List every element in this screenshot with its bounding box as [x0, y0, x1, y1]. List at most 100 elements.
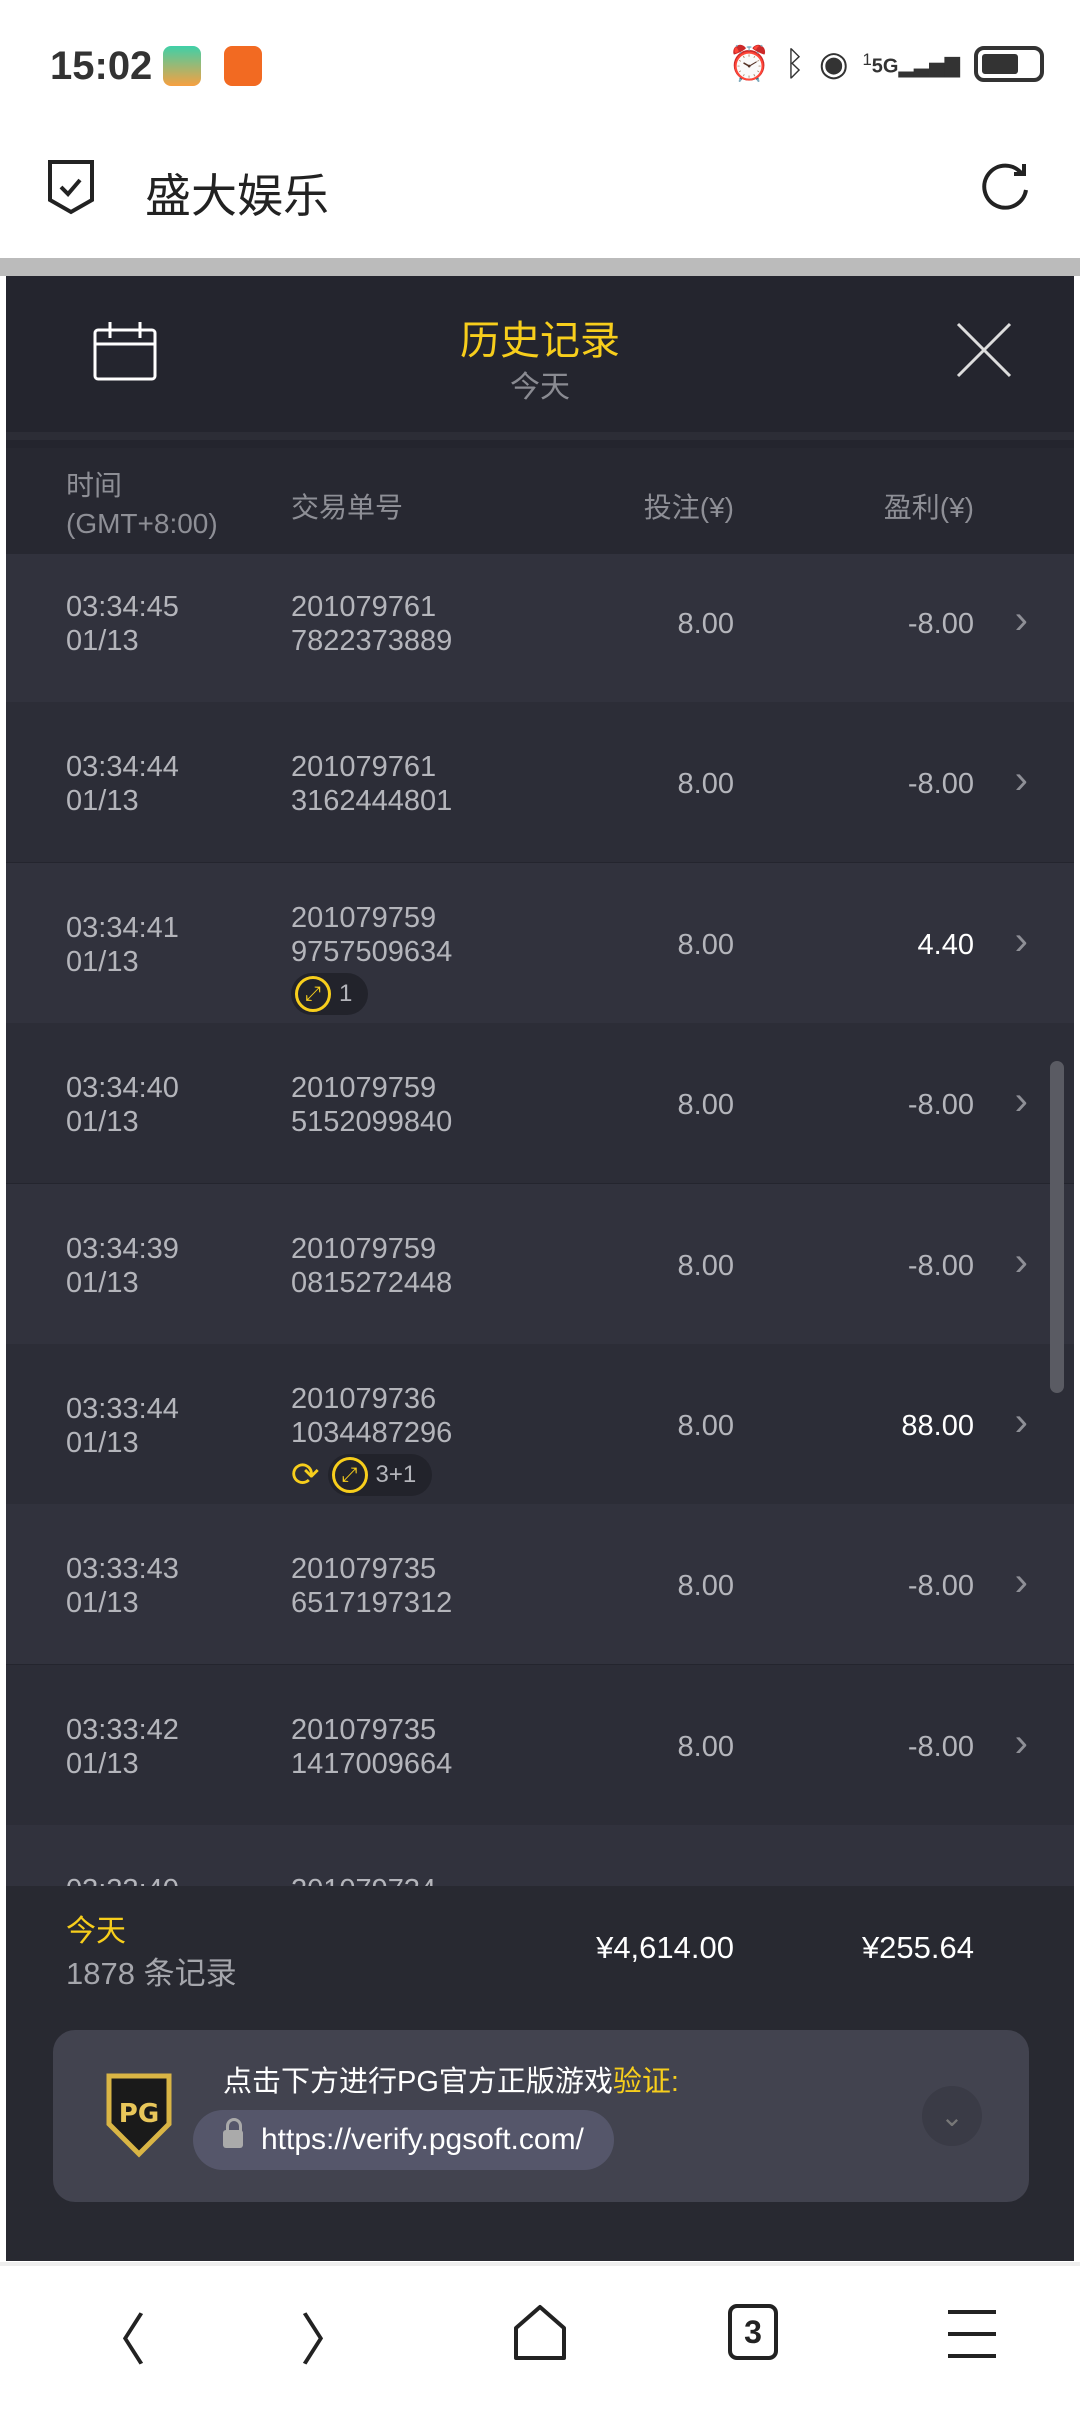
col-profit: 盈利(¥) — [883, 492, 974, 523]
total-bet: ¥4,614.00 — [596, 1930, 734, 1965]
red-envelope-app-icon — [224, 46, 262, 86]
feature-badge: ⤢ 1 — [291, 972, 369, 1015]
row-date: 01/13 — [66, 625, 139, 657]
row-time: 03:34:45 — [66, 591, 179, 623]
status-bar: 15:02 ⏰ ᛒ ◉ 15G▂▃▅▇ — [0, 0, 1080, 130]
chevron-right-icon[interactable]: › — [1014, 1720, 1028, 1765]
row-profit: 88.00 — [901, 1410, 974, 1442]
bluetooth-icon: ᛒ — [784, 44, 805, 83]
feature-badge: ⤢ 3+1 — [327, 1454, 433, 1496]
modal-title: 历史记录 — [460, 319, 620, 363]
row-id-part1: 201079759 — [291, 901, 437, 934]
chevron-right-icon[interactable]: › — [1014, 918, 1028, 963]
row-time: 03:33:44 — [66, 1393, 179, 1425]
table-row[interactable]: 03:34:40 01/13 201079759 5152099840 8.00 -8.0… — [6, 1023, 1074, 1184]
coin-icon: ⤢ — [331, 1457, 368, 1493]
row-profit: -8.00 — [907, 1730, 974, 1763]
row-time: 03:34:44 — [66, 751, 179, 784]
table-row[interactable]: 03:34:44 01/13 201079761 3162444801 8.00 -8.0… — [6, 702, 1074, 863]
divider — [0, 258, 1080, 276]
refresh-icon[interactable] — [978, 160, 1032, 214]
shield-check-icon[interactable] — [46, 158, 96, 216]
menu-icon[interactable] — [946, 2308, 998, 2360]
row-profit: -8.00 — [907, 1089, 974, 1122]
date-filter-label[interactable]: 今天 — [510, 371, 570, 404]
row-bet: 8.00 — [677, 1410, 734, 1442]
chevron-right-icon[interactable]: › — [1014, 1560, 1028, 1605]
row-id-part1: 201079759 — [291, 1232, 437, 1265]
chevron-right-icon[interactable]: › — [1014, 598, 1028, 642]
history-list[interactable]: 03:34:45 01/13 201079761 7822373889 8.00 -8.0… — [6, 554, 1074, 2164]
table-row[interactable]: 03:33:44 01/13 201079736 1034487296 ⟳ ⤢ 3+1 8.0… — [6, 1344, 1074, 1504]
row-id-part1: 201079736 — [291, 1383, 437, 1415]
badge-count: 1 — [339, 979, 353, 1007]
summary-footer: 今天 1878 条记录 ¥4,614.00 ¥255.64 PG 点击下方进行P… — [6, 1886, 1074, 2261]
row-profit: -8.00 — [907, 1570, 974, 1603]
row-date: 01/13 — [66, 945, 139, 978]
verify-card: PG 点击下方进行PG官方正版游戏验证: https://verify.pgso… — [53, 2030, 1029, 2202]
row-date: 01/13 — [66, 1587, 139, 1620]
chevron-down-icon[interactable]: ⌄ — [922, 2086, 982, 2146]
lock-icon — [223, 2118, 243, 2148]
chevron-right-icon[interactable]: › — [1014, 1400, 1028, 1444]
tabs-button[interactable]: 3 — [728, 2304, 778, 2360]
clock: 15:02 — [50, 44, 153, 88]
coin-icon: ⤢ — [295, 975, 331, 1012]
history-modal: 历史记录 今天 时间 (GMT+8:00) 交易单号 投注(¥) 盈利(¥) 0… — [6, 276, 1074, 2261]
alarm-icon: ⏰ — [728, 45, 771, 83]
row-bet: 8.00 — [677, 608, 734, 640]
forward-icon[interactable]: 〉 — [300, 2309, 356, 2372]
battery-icon — [974, 46, 1044, 82]
row-date: 01/13 — [66, 1747, 139, 1780]
row-date: 01/13 — [66, 1266, 139, 1299]
signal-icon: 15G▂▃▅▇ — [862, 49, 960, 78]
row-id-part2: 7822373889 — [291, 625, 453, 657]
calendar-icon[interactable] — [92, 320, 158, 382]
row-profit: 4.40 — [917, 928, 974, 961]
row-id-part1: 201079735 — [291, 1713, 437, 1746]
row-time: 03:34:39 — [66, 1232, 179, 1265]
row-id-part2: 1417009664 — [291, 1747, 453, 1780]
verify-text: 点击下方进行PG官方正版游戏验证: — [223, 2066, 679, 2098]
chevron-right-icon[interactable]: › — [1014, 1079, 1028, 1124]
home-icon[interactable] — [512, 2304, 568, 2364]
close-icon[interactable] — [954, 320, 1014, 380]
row-time: 03:34:40 — [66, 1072, 179, 1105]
browser-nav: 〈 〉 3 — [0, 2262, 1080, 2412]
row-id-part1: 201079735 — [291, 1553, 437, 1586]
browser-bar: 盛大娱乐 — [0, 130, 1080, 258]
table-header: 时间 (GMT+8:00) 交易单号 投注(¥) 盈利(¥) — [6, 448, 1074, 554]
row-bet: 8.00 — [677, 768, 734, 801]
badge-count: 3+1 — [375, 1461, 417, 1488]
row-id-part2: 5152099840 — [291, 1106, 453, 1139]
row-bet: 8.00 — [677, 1730, 734, 1763]
col-id: 交易单号 — [291, 492, 404, 523]
chevron-right-icon[interactable]: › — [1014, 1239, 1028, 1284]
row-bet: 8.00 — [677, 1249, 734, 1282]
table-row[interactable]: 03:34:45 01/13 201079761 7822373889 8.00 -8.0… — [6, 554, 1074, 702]
row-id-part2: 0815272448 — [291, 1266, 453, 1299]
row-id-part2: 9757509634 — [291, 935, 453, 968]
col-time: 时间 — [66, 470, 123, 501]
row-id-part1: 201079761 — [291, 591, 437, 623]
row-id-part1: 201079761 — [291, 751, 437, 784]
summary-label: 今天 — [66, 1915, 126, 1948]
back-icon[interactable]: 〈 — [90, 2309, 146, 2372]
chevron-right-icon[interactable]: › — [1014, 758, 1028, 803]
row-date: 01/13 — [66, 785, 139, 818]
table-row[interactable]: 03:34:39 01/13 201079759 0815272448 8.00 -8.0… — [6, 1183, 1074, 1344]
hotspot-icon: ◉ — [818, 45, 849, 83]
total-profit: ¥255.64 — [861, 1930, 974, 1965]
row-profit: -8.00 — [907, 608, 974, 640]
table-row[interactable]: 03:33:43 01/13 201079735 6517197312 8.00 -8.0… — [6, 1504, 1074, 1665]
table-row[interactable]: 03:34:41 01/13 201079759 9757509634 ⤢ 1 8.00 4.… — [6, 862, 1074, 1023]
row-date: 01/13 — [66, 1427, 139, 1459]
row-bet: 8.00 — [677, 928, 734, 961]
modal-header: 历史记录 今天 — [6, 276, 1074, 440]
scrollbar[interactable] — [1050, 1061, 1064, 1393]
table-row[interactable]: 03:33:42 01/13 201079735 1417009664 8.00 -8.0… — [6, 1664, 1074, 1825]
verify-link[interactable]: https://verify.pgsoft.com/ — [193, 2110, 614, 2170]
pg-logo-icon: PG — [106, 2073, 172, 2158]
svg-text:PG: PG — [119, 2099, 159, 2129]
free-spin-icon: ⟳ — [291, 1456, 320, 1494]
